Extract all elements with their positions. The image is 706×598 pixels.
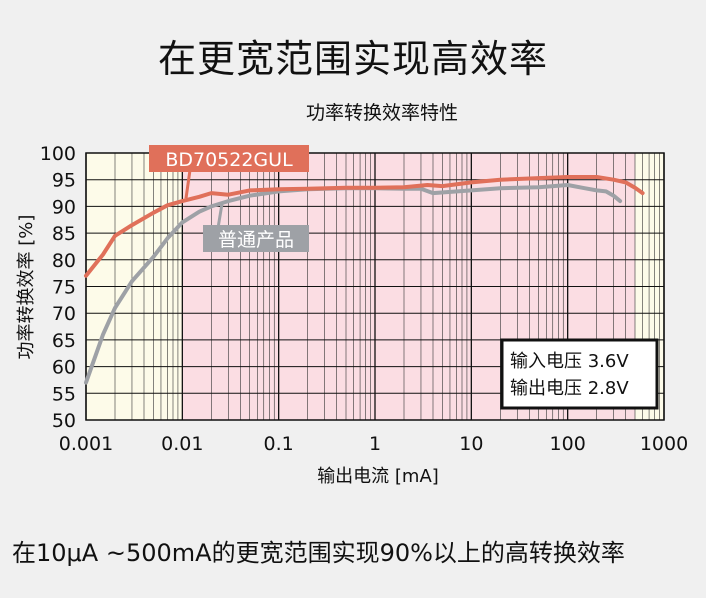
x-tick-label: 1 [369, 433, 381, 455]
y-tick-label: 100 [40, 143, 76, 165]
y-tick-label: 75 [52, 277, 76, 299]
y-tick-label: 95 [52, 170, 76, 192]
page-headline: 在更宽范围实现高效率 [157, 37, 548, 81]
x-axis-label: 输出电流 [mA] [317, 466, 439, 487]
condition-text: 输出电压 2.8V [510, 378, 629, 399]
y-tick-label: 55 [52, 383, 76, 405]
caption-text: 在10μA ~500mA的更宽范围实现90%以上的高转换效率 [12, 539, 625, 567]
y-tick-label: 70 [52, 303, 76, 325]
condition-box [500, 338, 659, 410]
series-label-leader [184, 169, 192, 199]
series-label-box [149, 145, 309, 172]
x-tick-label: 0.001 [59, 433, 113, 455]
y-tick-label: 90 [52, 196, 76, 218]
y-axis-label: 功率转换效率 [%] [16, 215, 37, 360]
x-tick-label: 10 [459, 433, 483, 455]
series-line-bd70522gul [84, 175, 645, 278]
x-tick-label: 0.1 [264, 433, 294, 455]
y-tick-label: 80 [52, 250, 76, 272]
y-tick-label: 60 [52, 357, 76, 379]
y-tick-label: 65 [52, 330, 76, 352]
chart-title: 功率转换效率特性 [306, 102, 458, 124]
plot-area: 0.001 0.01 0.1 1 10 100 1000 50 55 60 65 70 75 80 85 90… [40, 143, 688, 455]
series-label-leader [216, 203, 224, 229]
y-tick-label: 50 [52, 410, 76, 432]
series-label-box [203, 225, 309, 252]
plot-border [85, 152, 665, 421]
series-label-standard: 普通产品 [218, 229, 294, 251]
y-tick-label: 85 [52, 223, 76, 245]
x-tick-label: 0.01 [161, 433, 203, 455]
condition-text: 输入电压 3.6V [510, 351, 629, 372]
x-tick-label: 1000 [640, 433, 688, 455]
series-label-bd70522gul: BD70522GUL [165, 149, 293, 171]
x-tick-label: 100 [550, 433, 586, 455]
